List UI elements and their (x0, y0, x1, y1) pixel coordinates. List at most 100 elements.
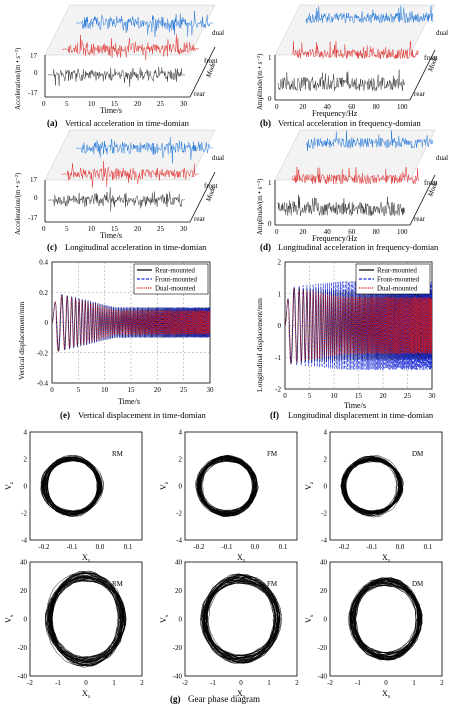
panel-d-mode-dual: dual (436, 154, 448, 162)
phase-bottom-RM-xtick-0: -2 (27, 679, 33, 687)
phase-bottom-DM-frame (329, 561, 443, 677)
panel-d-xtick-0: 0 (275, 228, 279, 236)
panel-b: 1 0 0 20 40 60 80 100 Frequency/Hz Amplitude/… (256, 4, 448, 128)
panel-c-letter: (c) (47, 242, 57, 252)
panel-b-ylabel: Amplitude/(m • s⁻²) (256, 53, 264, 110)
phase-top-FM-xtick-0: -0.2 (193, 543, 205, 551)
panel-b-z-axis (409, 49, 436, 101)
phase-bottom-DM-orbit (348, 577, 423, 661)
panel-d-mode-rear: rear (414, 215, 426, 223)
phase-top-FM-ytick-4: -4 (176, 537, 182, 545)
panel-d-xtick-3: 60 (348, 228, 356, 236)
panel-b-mode-front: front (424, 54, 438, 62)
panel-c-ytick-2: -17 (28, 214, 38, 222)
panel-c-xtick-0: 0 (42, 225, 46, 233)
panel-a-mode-rear: rear (194, 90, 206, 98)
panel-d-letter: (d) (260, 242, 271, 252)
phase-bottom-RM-ytick-1: 20 (20, 587, 28, 595)
phase-bottom-RM-xtick-4: 2 (140, 679, 144, 687)
phase-bottom-RM-frame (29, 561, 143, 677)
phase-top-FM-xtick-1: -0.1 (221, 543, 233, 551)
panel-d-series-dual (305, 130, 434, 152)
panel-f-ytick-4: -2 (275, 386, 281, 394)
panel-b-letter: (b) (260, 118, 271, 128)
panel-c-xtick-4: 20 (134, 225, 142, 233)
panel-c-back-plane (44, 129, 216, 181)
phase-top-RM-frame (29, 431, 143, 541)
phase-bottom-RM-ytick-4: -40 (18, 673, 28, 681)
panel-b-mode-rear: rear (414, 90, 426, 98)
panel-d-xtick-4: 80 (373, 228, 381, 236)
panel-c-xlabel: Time/s (100, 231, 122, 240)
panel-b-ytick-0: 1 (268, 54, 272, 62)
panel-c-series-front (61, 160, 200, 188)
phase-top-FM-tag: FM (267, 450, 278, 458)
panel-a: 17 0 -17 0 5 10 15 20 25 30 Time/s Acceleratio… (14, 4, 224, 128)
panel-d-z-axis (409, 174, 436, 226)
phase-bottom-DM-xlabel: Xx (382, 689, 391, 700)
phase-top-RM-xtick-2: 0.0 (96, 543, 105, 551)
panel-f-ytick-1: 1 (278, 290, 282, 298)
phase-bottom-FM-ytick-0: 40 (175, 559, 183, 567)
panel-e-ytick-1: 0.2 (39, 289, 48, 297)
panel-e-ytick-2: 0 (45, 319, 49, 327)
panel-e-legend-label-0: Rear-mounted (155, 267, 195, 275)
panel-e-letter: (e) (60, 410, 70, 420)
phase-bottom-RM-xtick-1: -1 (55, 679, 61, 687)
phase-top-RM-xlabel: Xz (82, 553, 91, 564)
phase-top-RM-ytick-4: -4 (21, 537, 27, 545)
phase-top-DM-ytick-0: 4 (324, 429, 328, 437)
phase-top-DM-ytick-4: -4 (321, 537, 327, 545)
phase-bottom-FM-ytick-3: -20 (173, 644, 183, 652)
panel-b-xtick-1: 20 (299, 103, 307, 111)
panel-b-xtick-2: 40 (324, 103, 332, 111)
panel-c-series-rear (47, 187, 186, 212)
panel-c-mode-front: front (204, 182, 218, 190)
phase-top-FM-xtick-2: 0.0 (251, 543, 260, 551)
panel-f-legend-label-2: Dual-mounted (377, 285, 418, 293)
panel-a-xtick-6: 30 (180, 100, 188, 108)
phase-bottom-DM: DM 40 20 0 -20 -40-2 -1 0 1 2 Xx Vx (304, 559, 444, 701)
phase-top-RM-xtick-3: 0.1 (124, 543, 133, 551)
panel-c: 17 0 -17 0 5 10 15 20 25 30 Time/s Acceleratio… (14, 129, 224, 252)
panel-b-ytick-1: 0 (268, 95, 272, 103)
phase-top-DM-orbit (340, 455, 404, 518)
phase-bottom-DM-xtick-2: 0 (384, 679, 388, 687)
phase-top-DM-xtick-0: -0.2 (338, 543, 350, 551)
phase-bottom-DM-xtick-4: 2 (440, 679, 444, 687)
panel-a-series-rear (47, 66, 186, 87)
phase-top-FM-frame (184, 431, 298, 541)
panel-a-ylabel: Acceleration/(m • s⁻²) (14, 47, 22, 110)
panel-f-xtick-0: 0 (283, 392, 287, 400)
panel-f-xtick-2: 10 (331, 392, 339, 400)
phase-bottom-FM-ytick-4: -40 (173, 673, 183, 681)
phase-bottom-DM-xtick-0: -2 (327, 679, 333, 687)
panel-d-xtick-5: 100 (397, 228, 408, 236)
phase-bottom-DM-xtick-3: 1 (412, 679, 416, 687)
phase-top-DM-frame (329, 431, 443, 541)
phase-bottom-RM: RM 40 20 0 -20 -40-2 -1 0 1 2 Xx Vx (4, 559, 144, 701)
panel-e-xtick-0: 0 (50, 386, 54, 394)
panel-e-caption: Vertical displacement in time-domian (78, 410, 206, 420)
phase-bottom-FM-xtick-1: -1 (210, 679, 216, 687)
panel-b-mode-dual: dual (436, 29, 448, 37)
panel-c-xtick-6: 30 (180, 225, 188, 233)
panel-b-series-rear (277, 69, 406, 92)
panel-e: 0.4 0.2 0 -0.2 -0.4 0 5 10 15 20 25 30 Time/s Vert… (17, 259, 214, 421)
panel-d-xtick-2: 40 (324, 228, 332, 236)
panel-e-legend-label-2: Dual-mounted (155, 285, 196, 293)
panel-a-xtick-1: 5 (65, 100, 69, 108)
panel-b-xtick-4: 80 (373, 103, 381, 111)
panel-c-xtick-3: 15 (111, 225, 119, 233)
panel-f-legend-label-0: Rear-mounted (377, 267, 417, 275)
phase-bottom-FM-xtick-3: 1 (267, 679, 271, 687)
panel-e-xtick-3: 15 (128, 386, 136, 394)
panel-f-caption: Longitudinal displacement in time-domian (288, 410, 434, 420)
phase-bottom-RM-ytick-3: -20 (18, 644, 28, 652)
phase-bottom-DM-ytick-2: 0 (324, 616, 328, 624)
phase-bottom-DM-ytick-1: 20 (320, 587, 328, 595)
panel-b-xtick-3: 60 (348, 103, 356, 111)
panel-e-xtick-6: 30 (207, 386, 215, 394)
panel-f-ytick-2: 0 (278, 322, 282, 330)
phase-bottom-FM-frame (184, 561, 298, 677)
